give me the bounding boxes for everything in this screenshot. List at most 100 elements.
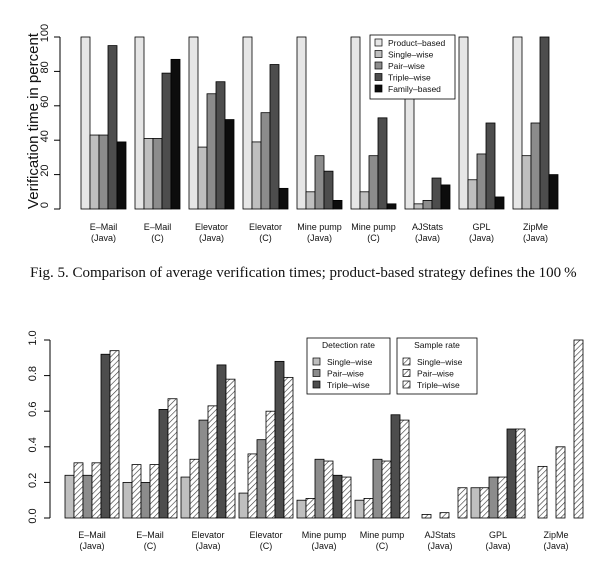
bar: [359, 191, 370, 210]
legend-label: Triple–wise: [388, 73, 431, 83]
x-tick-label: (Java): [543, 541, 568, 551]
figure-caption: Fig. 5. Comparison of average verificati…: [30, 265, 577, 281]
bar: [278, 187, 289, 210]
y-tick-label: 20: [39, 164, 51, 176]
legend: Detection rateSingle–wisePair–wiseTriple…: [306, 337, 478, 395]
bar: [242, 36, 253, 210]
bar: [216, 364, 227, 519]
x-tick-label: (Java): [523, 233, 548, 243]
y-tick-label: 0.6: [27, 402, 39, 417]
legend-label: Triple–wise: [327, 380, 370, 390]
bar: [189, 458, 200, 519]
bar: [350, 36, 361, 210]
bar: [207, 405, 218, 519]
bar-group: [421, 487, 468, 519]
x-tick-label: Elevator: [249, 530, 282, 540]
bar: [515, 428, 526, 519]
bar: [167, 398, 178, 519]
bar: [305, 498, 316, 519]
bar: [296, 499, 307, 519]
y-tick-label: 80: [39, 61, 51, 73]
bar: [314, 458, 325, 519]
legend-swatch: [374, 73, 383, 81]
x-tick-label: (Java): [427, 541, 452, 551]
x-tick-label: (C): [367, 233, 380, 243]
bar: [305, 191, 316, 210]
bar: [467, 179, 478, 210]
x-tick-label: ZipMe: [543, 530, 568, 540]
legend-swatch: [402, 357, 411, 366]
bar: [440, 184, 451, 210]
bar: [530, 122, 541, 210]
bar: [390, 414, 401, 519]
x-tick-label: ZipMe: [523, 222, 548, 232]
bar-group: [242, 36, 289, 210]
y-tick-label: 0.0: [27, 508, 39, 523]
bar: [198, 419, 209, 519]
bar: [116, 141, 127, 210]
bar: [269, 64, 280, 210]
bar: [458, 36, 469, 210]
bar: [399, 419, 410, 519]
x-tick-label: (Java): [91, 233, 116, 243]
x-tick-label: Elevator: [195, 222, 228, 232]
bar: [98, 134, 109, 210]
bar: [274, 360, 285, 519]
bar: [381, 460, 392, 519]
bar: [332, 474, 343, 519]
bar: [143, 138, 154, 210]
legend-label: Family–based: [388, 84, 441, 94]
bar: [386, 203, 397, 210]
y-tick-label: 60: [39, 96, 51, 108]
bar: [368, 155, 379, 210]
legend-swatch: [374, 50, 383, 58]
bar: [256, 439, 267, 519]
bar: [225, 378, 236, 519]
bar: [283, 376, 294, 519]
x-tick-label: (Java): [469, 233, 494, 243]
x-tick-label: Mine pump: [351, 222, 396, 232]
bar-group: [296, 458, 352, 519]
bar: [555, 446, 566, 519]
x-tick-label: Elevator: [191, 530, 224, 540]
x-tick-label: (Java): [415, 233, 440, 243]
bar: [188, 36, 199, 210]
bar-group: [354, 414, 410, 519]
bar: [296, 36, 307, 210]
bar-group: [470, 428, 526, 519]
legend-label: Triple–wise: [417, 380, 460, 390]
bar: [457, 487, 468, 519]
bar: [215, 81, 226, 210]
bar: [573, 339, 584, 519]
x-tick-label: (C): [260, 541, 273, 551]
bar: [413, 203, 424, 210]
bar: [89, 134, 100, 210]
legend-swatch: [402, 380, 411, 389]
bar: [377, 117, 388, 210]
bar: [265, 410, 276, 519]
x-tick-label: Mine pump: [302, 530, 347, 540]
bar-group: [512, 36, 559, 210]
bar: [372, 458, 383, 519]
legend-title: Detection rate: [322, 340, 375, 350]
bar: [539, 36, 550, 210]
bar: [134, 36, 145, 210]
bar: [488, 476, 499, 519]
bar: [109, 350, 120, 519]
bar: [476, 153, 487, 210]
bar: [82, 474, 93, 519]
bar: [323, 460, 334, 519]
bar: [341, 476, 352, 519]
y-tick-label: 0.4: [27, 437, 39, 452]
bar-group: [537, 339, 584, 519]
bar: [497, 476, 508, 519]
bar: [91, 462, 102, 519]
y-tick-label: 1.0: [27, 330, 39, 345]
x-tick-labels: E–Mail(Java)E–Mail(C)Elevator(Java)Eleva…: [90, 222, 548, 243]
x-tick-label: E–Mail: [90, 222, 118, 232]
y-axis-label: Verification time in percent: [25, 32, 42, 209]
bar: [548, 174, 559, 210]
y-tick-label: 0.8: [27, 366, 39, 381]
x-tick-label: GPL: [472, 222, 490, 232]
